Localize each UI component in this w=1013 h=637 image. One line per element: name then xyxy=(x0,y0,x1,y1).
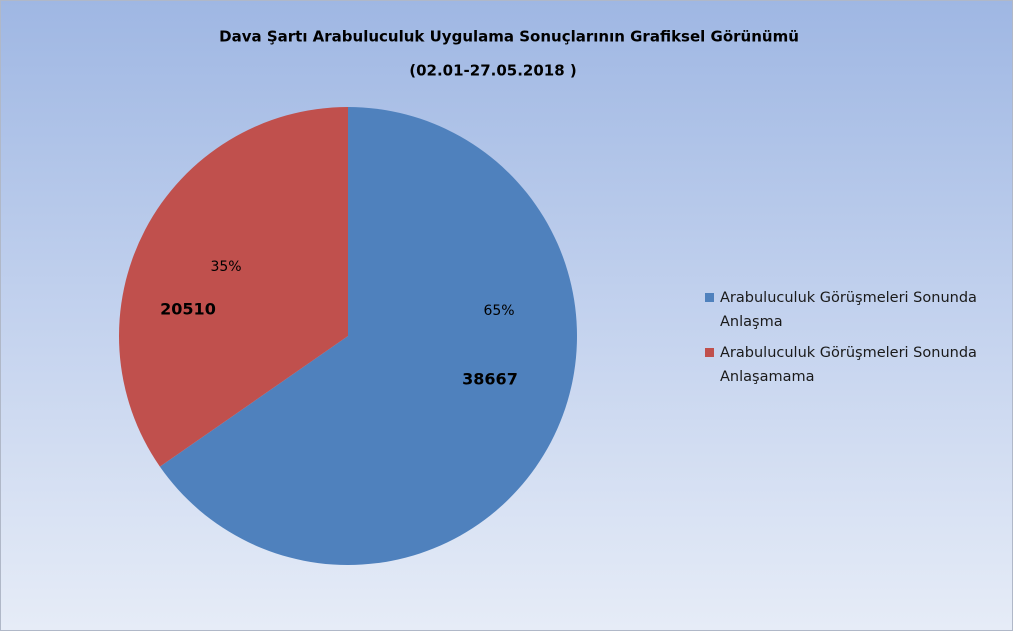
legend-swatch xyxy=(705,348,714,357)
chart-title: Dava Şartı Arabuluculuk Uygulama Sonuçla… xyxy=(219,28,799,46)
chart-subtitle: (02.01-27.05.2018 ) xyxy=(409,62,577,80)
legend: Arabuluculuk Görüşmeleri Sonunda Anlaşma… xyxy=(705,286,1005,396)
value-label: 20510 xyxy=(160,300,216,319)
percent-label: 65% xyxy=(483,303,514,319)
legend-item: Arabuluculuk Görüşmeleri Sonunda Anlaşma xyxy=(705,286,1005,334)
legend-swatch xyxy=(705,293,714,302)
legend-label: Arabuluculuk Görüşmeleri Sonunda Anlaşma xyxy=(720,290,977,330)
percent-label: 35% xyxy=(210,259,241,275)
legend-label: Arabuluculuk Görüşmeleri Sonunda Anlaşam… xyxy=(720,345,977,385)
legend-item: Arabuluculuk Görüşmeleri Sonunda Anlaşam… xyxy=(705,341,1005,389)
pie-slice xyxy=(159,107,577,565)
pie-slice xyxy=(118,106,348,467)
value-label: 38667 xyxy=(462,370,518,389)
